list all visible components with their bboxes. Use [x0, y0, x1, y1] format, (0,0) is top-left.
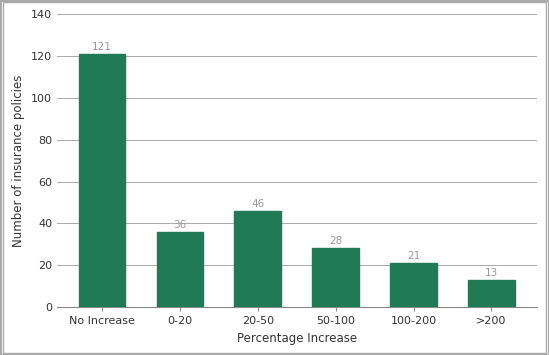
- Text: 121: 121: [92, 42, 112, 52]
- Text: 28: 28: [329, 236, 343, 246]
- Bar: [234, 211, 281, 307]
- Text: 36: 36: [173, 220, 187, 230]
- Bar: [79, 54, 126, 307]
- Text: 21: 21: [407, 251, 420, 261]
- Bar: [468, 280, 515, 307]
- X-axis label: Percentage Increase: Percentage Increase: [237, 332, 357, 344]
- Text: 46: 46: [251, 199, 265, 209]
- Text: 13: 13: [485, 268, 498, 278]
- Bar: [312, 248, 359, 307]
- Y-axis label: Number of insurance policies: Number of insurance policies: [13, 75, 25, 247]
- Bar: [156, 232, 203, 307]
- Bar: [390, 263, 437, 307]
